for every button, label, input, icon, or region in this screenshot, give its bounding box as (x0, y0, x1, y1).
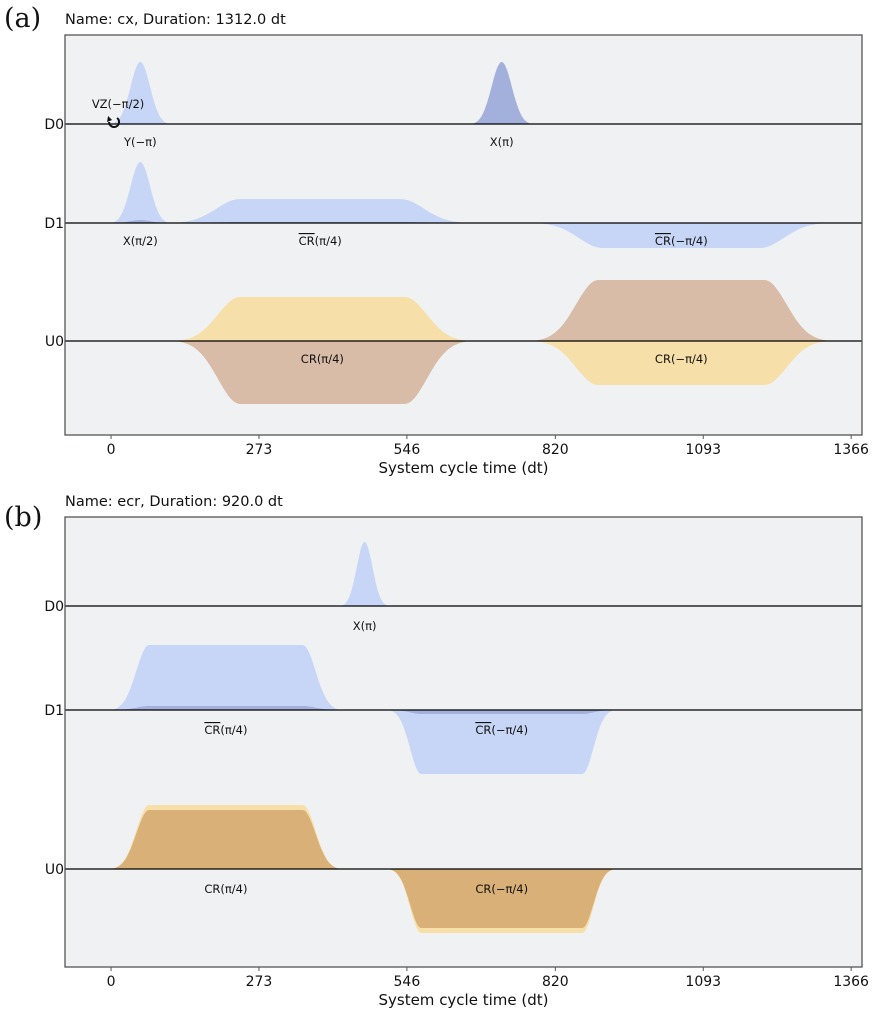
pulse-label: X(π) (353, 619, 377, 633)
instruction-label: VZ(−π/2) (92, 97, 144, 111)
pulse-d0 (471, 62, 532, 124)
channel-label-u0: U0 (45, 334, 64, 350)
x-tick-label: 1366 (833, 974, 869, 990)
panel-label: (b) (4, 502, 42, 533)
x-tick-label: 1366 (833, 442, 869, 458)
pulse-u0 (532, 280, 831, 385)
pulse-waveform (471, 62, 532, 124)
pulse-d1 (532, 223, 831, 248)
phase-rotation-icon (107, 116, 120, 128)
plot-frame (64, 34, 863, 436)
pulse-u0 (111, 805, 341, 869)
pulse-label-overline: CR (655, 234, 671, 248)
pulse-waveform (532, 223, 831, 248)
pulse-label-rest: (−π/4) (671, 234, 708, 248)
rotation-arrowhead (107, 116, 113, 122)
pulse-u0 (388, 869, 615, 933)
x-tick-label: 546 (394, 974, 421, 990)
pulse-label: CR(π/4) (299, 234, 342, 248)
pulse-label: X(π) (490, 135, 514, 149)
x-tick-label: 0 (107, 974, 116, 990)
x-tick-label: 1093 (685, 442, 721, 458)
pulse-waveform (388, 710, 615, 714)
pulse-label: CR(−π/4) (655, 352, 708, 366)
chart-title: Name: ecr, Duration: 920.0 dt (65, 494, 283, 510)
pulse-label: Y(−π) (123, 135, 157, 149)
pulse-label: CR(−π/4) (475, 882, 528, 896)
pulse-label: CR(−π/4) (475, 723, 528, 737)
x-tick-label: 273 (246, 974, 273, 990)
pulse-waveform (111, 162, 170, 223)
x-axis-label: System cycle time (dt) (378, 459, 548, 477)
pulse-waveform (532, 280, 831, 341)
pulse-waveform (111, 220, 170, 223)
x-tick-label: 273 (246, 442, 273, 458)
pulse-waveform (388, 869, 615, 928)
pulse-waveform (173, 297, 471, 341)
x-tick-label: 0 (107, 442, 116, 458)
pulse-waveform (388, 710, 615, 774)
pulse-waveform (111, 62, 170, 124)
rotation-arc (108, 117, 120, 128)
x-tick-label: 546 (394, 442, 421, 458)
x-tick-label: 820 (542, 442, 569, 458)
panel-b: (b) Name: ecr, Duration: 920.0 dt D0 D1 U0 X(… (4, 494, 869, 1009)
panel-label: (a) (4, 3, 41, 34)
pulse-d1 (388, 710, 615, 774)
pulse-d0 (111, 62, 170, 124)
pulse-waveform (111, 645, 341, 710)
x-tick-label: 1093 (685, 974, 721, 990)
pulse-label-overline: CR (475, 723, 491, 737)
pulse-waveform (169, 199, 471, 223)
pulse-label-rest: (π/4) (315, 234, 342, 248)
channel-label-d0: D0 (44, 599, 64, 615)
channel-label-u0: U0 (45, 862, 64, 878)
pulse-label: CR(π/4) (204, 723, 247, 737)
pulse-waveform (111, 706, 341, 710)
channel-label-d1: D1 (44, 216, 64, 232)
pulse-waveform (111, 810, 341, 869)
pulse-label: CR(−π/4) (655, 234, 708, 248)
pulse-label: X(π/2) (123, 234, 158, 248)
pulse-label-overline: CR (204, 723, 220, 737)
pulse-label-rest: (π/4) (220, 723, 247, 737)
pulse-waveform (532, 341, 831, 385)
x-axis-label: System cycle time (dt) (378, 991, 548, 1009)
pulse-d0 (340, 542, 389, 606)
channel-label-d0: D0 (44, 117, 64, 133)
pulse-waveform (340, 542, 389, 606)
pulse-label-overline: CR (299, 234, 315, 248)
panel-a: (a) Name: cx, Duration: 1312.0 dt D0 D1 U0 Y(… (4, 3, 869, 477)
pulse-label: CR(π/4) (301, 352, 344, 366)
pulse-label: CR(π/4) (204, 882, 247, 896)
pulse-d1 (111, 645, 341, 710)
channel-label-d1: D1 (44, 703, 64, 719)
pulse-waveform (173, 341, 471, 404)
plot-frame (64, 516, 863, 968)
chart-title: Name: cx, Duration: 1312.0 dt (65, 12, 286, 28)
pulse-d1 (111, 162, 170, 223)
x-tick-label: 820 (542, 974, 569, 990)
pulse-label-rest: (−π/4) (491, 723, 528, 737)
pulse-u0 (173, 297, 471, 404)
